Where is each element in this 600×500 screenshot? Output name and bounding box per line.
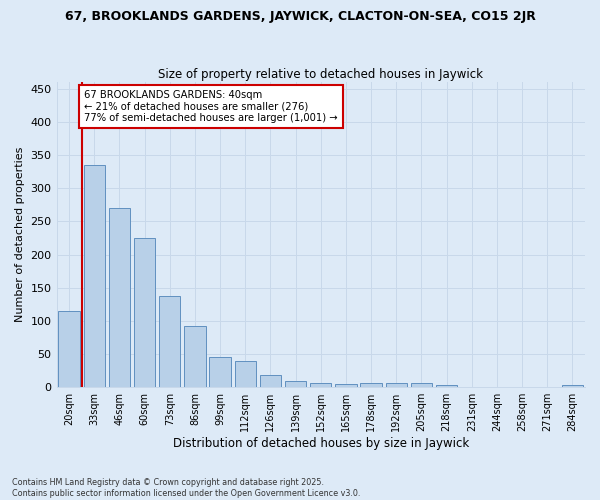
Bar xyxy=(411,382,432,387)
Y-axis label: Number of detached properties: Number of detached properties xyxy=(15,147,25,322)
Text: 67, BROOKLANDS GARDENS, JAYWICK, CLACTON-ON-SEA, CO15 2JR: 67, BROOKLANDS GARDENS, JAYWICK, CLACTON… xyxy=(65,10,535,23)
Text: Contains HM Land Registry data © Crown copyright and database right 2025.
Contai: Contains HM Land Registry data © Crown c… xyxy=(12,478,361,498)
Bar xyxy=(285,380,307,387)
Bar xyxy=(436,385,457,387)
Bar xyxy=(361,383,382,387)
Bar xyxy=(184,326,206,387)
Bar xyxy=(310,383,331,387)
Bar xyxy=(83,165,105,387)
Bar xyxy=(235,360,256,387)
Bar xyxy=(386,383,407,387)
Bar xyxy=(209,358,231,387)
X-axis label: Distribution of detached houses by size in Jaywick: Distribution of detached houses by size … xyxy=(173,437,469,450)
Bar xyxy=(562,384,583,387)
Title: Size of property relative to detached houses in Jaywick: Size of property relative to detached ho… xyxy=(158,68,483,81)
Bar xyxy=(134,238,155,387)
Bar xyxy=(58,311,80,387)
Bar xyxy=(260,376,281,387)
Bar xyxy=(335,384,356,387)
Text: 67 BROOKLANDS GARDENS: 40sqm
← 21% of detached houses are smaller (276)
77% of s: 67 BROOKLANDS GARDENS: 40sqm ← 21% of de… xyxy=(84,90,338,124)
Bar xyxy=(109,208,130,387)
Bar xyxy=(159,296,181,387)
